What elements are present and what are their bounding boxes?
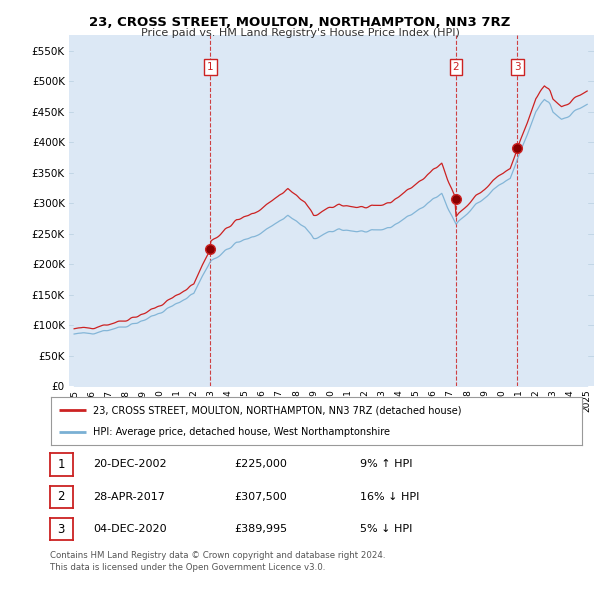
Text: 16% ↓ HPI: 16% ↓ HPI <box>360 492 419 502</box>
Text: 3: 3 <box>514 62 521 72</box>
Text: HPI: Average price, detached house, West Northamptonshire: HPI: Average price, detached house, West… <box>94 427 391 437</box>
Text: 5% ↓ HPI: 5% ↓ HPI <box>360 525 412 534</box>
Text: 28-APR-2017: 28-APR-2017 <box>93 492 165 502</box>
Text: 1: 1 <box>207 62 214 72</box>
Text: 04-DEC-2020: 04-DEC-2020 <box>93 525 167 534</box>
Text: 23, CROSS STREET, MOULTON, NORTHAMPTON, NN3 7RZ: 23, CROSS STREET, MOULTON, NORTHAMPTON, … <box>89 16 511 29</box>
Text: 23, CROSS STREET, MOULTON, NORTHAMPTON, NN3 7RZ (detached house): 23, CROSS STREET, MOULTON, NORTHAMPTON, … <box>94 405 462 415</box>
Text: Price paid vs. HM Land Registry's House Price Index (HPI): Price paid vs. HM Land Registry's House … <box>140 28 460 38</box>
Text: 9% ↑ HPI: 9% ↑ HPI <box>360 460 413 469</box>
Text: £225,000: £225,000 <box>234 460 287 469</box>
Text: 3: 3 <box>58 523 65 536</box>
Text: Contains HM Land Registry data © Crown copyright and database right 2024.: Contains HM Land Registry data © Crown c… <box>50 552 385 560</box>
Text: 1: 1 <box>58 458 65 471</box>
Text: 2: 2 <box>452 62 460 72</box>
Text: 2: 2 <box>58 490 65 503</box>
Text: £307,500: £307,500 <box>234 492 287 502</box>
Text: This data is licensed under the Open Government Licence v3.0.: This data is licensed under the Open Gov… <box>50 563 325 572</box>
Text: 20-DEC-2002: 20-DEC-2002 <box>93 460 167 469</box>
Text: £389,995: £389,995 <box>234 525 287 534</box>
